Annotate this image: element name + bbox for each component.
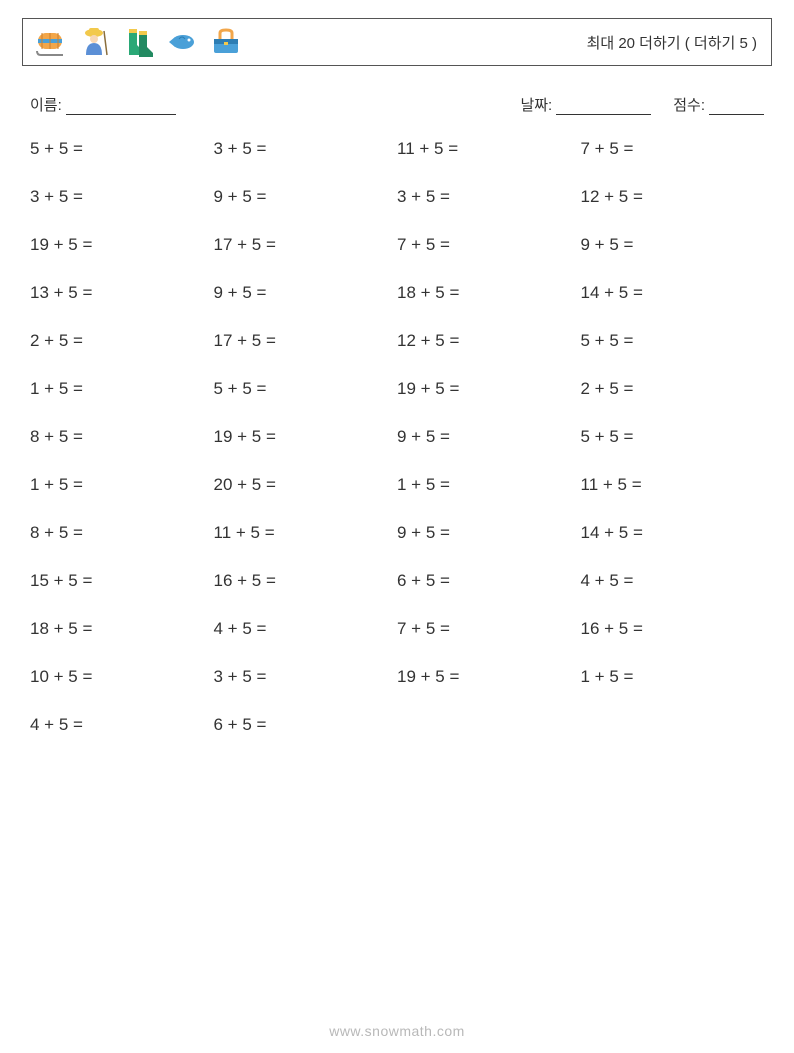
problem-cell: 5 + 5 = [581, 427, 765, 447]
problem-cell: 12 + 5 = [397, 331, 581, 351]
problem-cell: 20 + 5 = [214, 475, 398, 495]
problem-cell: 5 + 5 = [214, 379, 398, 399]
problem-cell: 1 + 5 = [30, 379, 214, 399]
header-icons [33, 25, 243, 59]
score-label: 점수: [673, 94, 705, 115]
problem-cell: 15 + 5 = [30, 571, 214, 591]
name-field: 이름: [30, 94, 176, 115]
tackle-box-icon [209, 25, 243, 59]
problem-cell: 19 + 5 = [397, 379, 581, 399]
problem-cell: 7 + 5 = [581, 139, 765, 159]
problem-cell: 9 + 5 = [214, 187, 398, 207]
problem-cell: 1 + 5 = [30, 475, 214, 495]
problem-cell: 7 + 5 = [397, 619, 581, 639]
boots-icon [121, 25, 155, 59]
problem-cell: 4 + 5 = [581, 571, 765, 591]
problem-cell: 1 + 5 = [397, 475, 581, 495]
problem-cell: 3 + 5 = [397, 187, 581, 207]
fisherman-icon [77, 25, 111, 59]
problem-cell: 9 + 5 = [214, 283, 398, 303]
header-box: 최대 20 더하기 ( 더하기 5 ) [22, 18, 772, 66]
problem-cell: 9 + 5 = [397, 427, 581, 447]
problem-cell: 8 + 5 = [30, 427, 214, 447]
problem-cell: 2 + 5 = [581, 379, 765, 399]
problem-cell: 11 + 5 = [581, 475, 765, 495]
problem-cell: 1 + 5 = [581, 667, 765, 687]
problem-cell: 5 + 5 = [581, 331, 765, 351]
problems-grid: 5 + 5 =3 + 5 =11 + 5 =7 + 5 =3 + 5 =9 + … [22, 139, 772, 735]
score-blank[interactable] [709, 99, 764, 115]
fish-icon [165, 25, 199, 59]
worksheet-title: 최대 20 더하기 ( 더하기 5 ) [587, 32, 761, 53]
problem-cell: 7 + 5 = [397, 235, 581, 255]
problem-cell: 13 + 5 = [30, 283, 214, 303]
meta-row: 이름: 날짜: 점수: [22, 94, 772, 115]
problem-cell: 12 + 5 = [581, 187, 765, 207]
date-blank[interactable] [556, 99, 651, 115]
problem-cell: 4 + 5 = [30, 715, 214, 735]
problem-cell: 3 + 5 = [30, 187, 214, 207]
date-field: 날짜: [520, 94, 651, 115]
problem-cell: 9 + 5 = [397, 523, 581, 543]
problem-cell: 11 + 5 = [214, 523, 398, 543]
problem-cell: 14 + 5 = [581, 523, 765, 543]
problem-cell: 19 + 5 = [30, 235, 214, 255]
problem-cell: 16 + 5 = [581, 619, 765, 639]
date-label: 날짜: [520, 94, 552, 115]
problem-cell: 11 + 5 = [397, 139, 581, 159]
footer-text: www.snowmath.com [0, 1023, 794, 1039]
problem-cell: 18 + 5 = [397, 283, 581, 303]
problem-cell: 3 + 5 = [214, 667, 398, 687]
problem-cell: 4 + 5 = [214, 619, 398, 639]
problem-cell [397, 715, 581, 735]
problem-cell: 19 + 5 = [397, 667, 581, 687]
problem-cell: 9 + 5 = [581, 235, 765, 255]
problem-cell: 16 + 5 = [214, 571, 398, 591]
problem-cell: 8 + 5 = [30, 523, 214, 543]
problem-cell: 6 + 5 = [214, 715, 398, 735]
name-label: 이름: [30, 94, 62, 115]
problem-cell: 17 + 5 = [214, 235, 398, 255]
problem-cell: 19 + 5 = [214, 427, 398, 447]
problem-cell: 2 + 5 = [30, 331, 214, 351]
problem-cell: 5 + 5 = [30, 139, 214, 159]
problem-cell: 3 + 5 = [214, 139, 398, 159]
problem-cell: 18 + 5 = [30, 619, 214, 639]
sled-icon [33, 25, 67, 59]
problem-cell: 10 + 5 = [30, 667, 214, 687]
problem-cell: 6 + 5 = [397, 571, 581, 591]
problem-cell: 14 + 5 = [581, 283, 765, 303]
score-field: 점수: [673, 94, 764, 115]
name-blank[interactable] [66, 99, 176, 115]
problem-cell [581, 715, 765, 735]
problem-cell: 17 + 5 = [214, 331, 398, 351]
